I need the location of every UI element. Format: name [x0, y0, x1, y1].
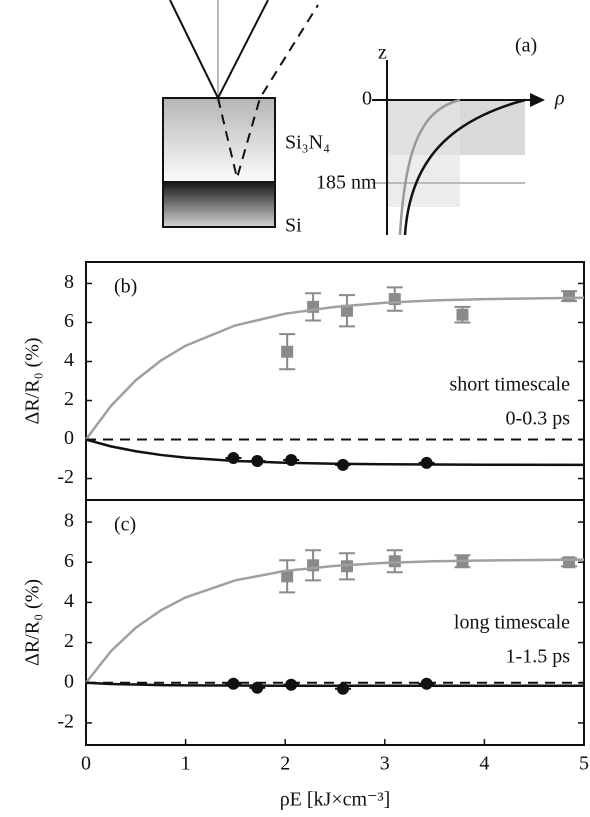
y-tick-label: 4 — [64, 590, 74, 612]
square-point — [563, 556, 576, 569]
y-tick-label: -2 — [57, 711, 74, 733]
axis-label: ρ — [554, 88, 565, 110]
circle-point — [251, 681, 264, 694]
square-point — [281, 345, 294, 358]
fit-curve — [85, 438, 585, 467]
square-point — [563, 290, 576, 303]
circle-point — [285, 454, 298, 467]
refracted-beam — [217, 4, 319, 182]
layer-label: Si — [285, 215, 302, 237]
x-tick-label: 5 — [579, 753, 589, 775]
x-tick-label: 0 — [81, 753, 91, 775]
y-tick-label: -2 — [57, 466, 74, 488]
diagram: (a) Si₃N₄ Si 185 nm z 0 ρ — [162, 0, 565, 237]
depth-label: 185 nm — [316, 172, 377, 194]
profile — [403, 98, 526, 236]
y-tick-label: 8 — [64, 510, 74, 532]
square-point — [281, 570, 294, 583]
x-tick-label: 4 — [479, 753, 489, 775]
square-point — [456, 308, 469, 321]
y-axis-label: ΔR/R₀ (%) — [22, 337, 44, 424]
fit-curve — [84, 296, 585, 441]
panel-label: (c) — [114, 514, 136, 536]
annotation: 1-1.5 ps — [506, 646, 571, 668]
annotation: long timescale — [454, 612, 570, 634]
circle-point — [420, 677, 433, 690]
annotation: 0-0.3 ps — [506, 408, 571, 430]
x-tick-label: 2 — [280, 753, 290, 775]
x-tick-label: 1 — [181, 753, 191, 775]
y-tick-label: 8 — [64, 271, 74, 293]
square-point — [340, 304, 353, 317]
fit-curve — [85, 558, 585, 684]
y-tick-label: 2 — [64, 630, 74, 652]
axis-label: z — [378, 42, 387, 64]
shade — [387, 100, 460, 207]
y-tick-label: 2 — [64, 388, 74, 410]
x-tick-label: 3 — [380, 753, 390, 775]
y-tick-label: 6 — [64, 310, 74, 332]
circle-point — [420, 456, 433, 469]
y-tick-label: 0 — [64, 427, 74, 449]
panel-label: (b) — [114, 276, 137, 298]
layer-bottom — [163, 181, 275, 227]
panel-label: (a) — [515, 35, 537, 57]
y-tick-label: 4 — [64, 349, 74, 371]
layer-label: Si₃N₄ — [285, 132, 330, 154]
square-point — [388, 555, 401, 568]
plot-frame — [85, 499, 585, 746]
arrow — [530, 93, 545, 107]
y-tick-label: 6 — [64, 550, 74, 572]
y-tick-label: 0 — [64, 670, 74, 692]
layer-top — [163, 98, 275, 181]
y-axis-label: ΔR/R₀ (%) — [22, 579, 44, 666]
profile — [398, 98, 461, 236]
axis-label: 0 — [362, 88, 372, 110]
circle-point — [227, 677, 240, 690]
fit-curve — [85, 681, 584, 688]
x-axis-label: ρE [kJ×cm⁻³] — [280, 789, 391, 811]
annotation: short timescale — [449, 374, 570, 396]
